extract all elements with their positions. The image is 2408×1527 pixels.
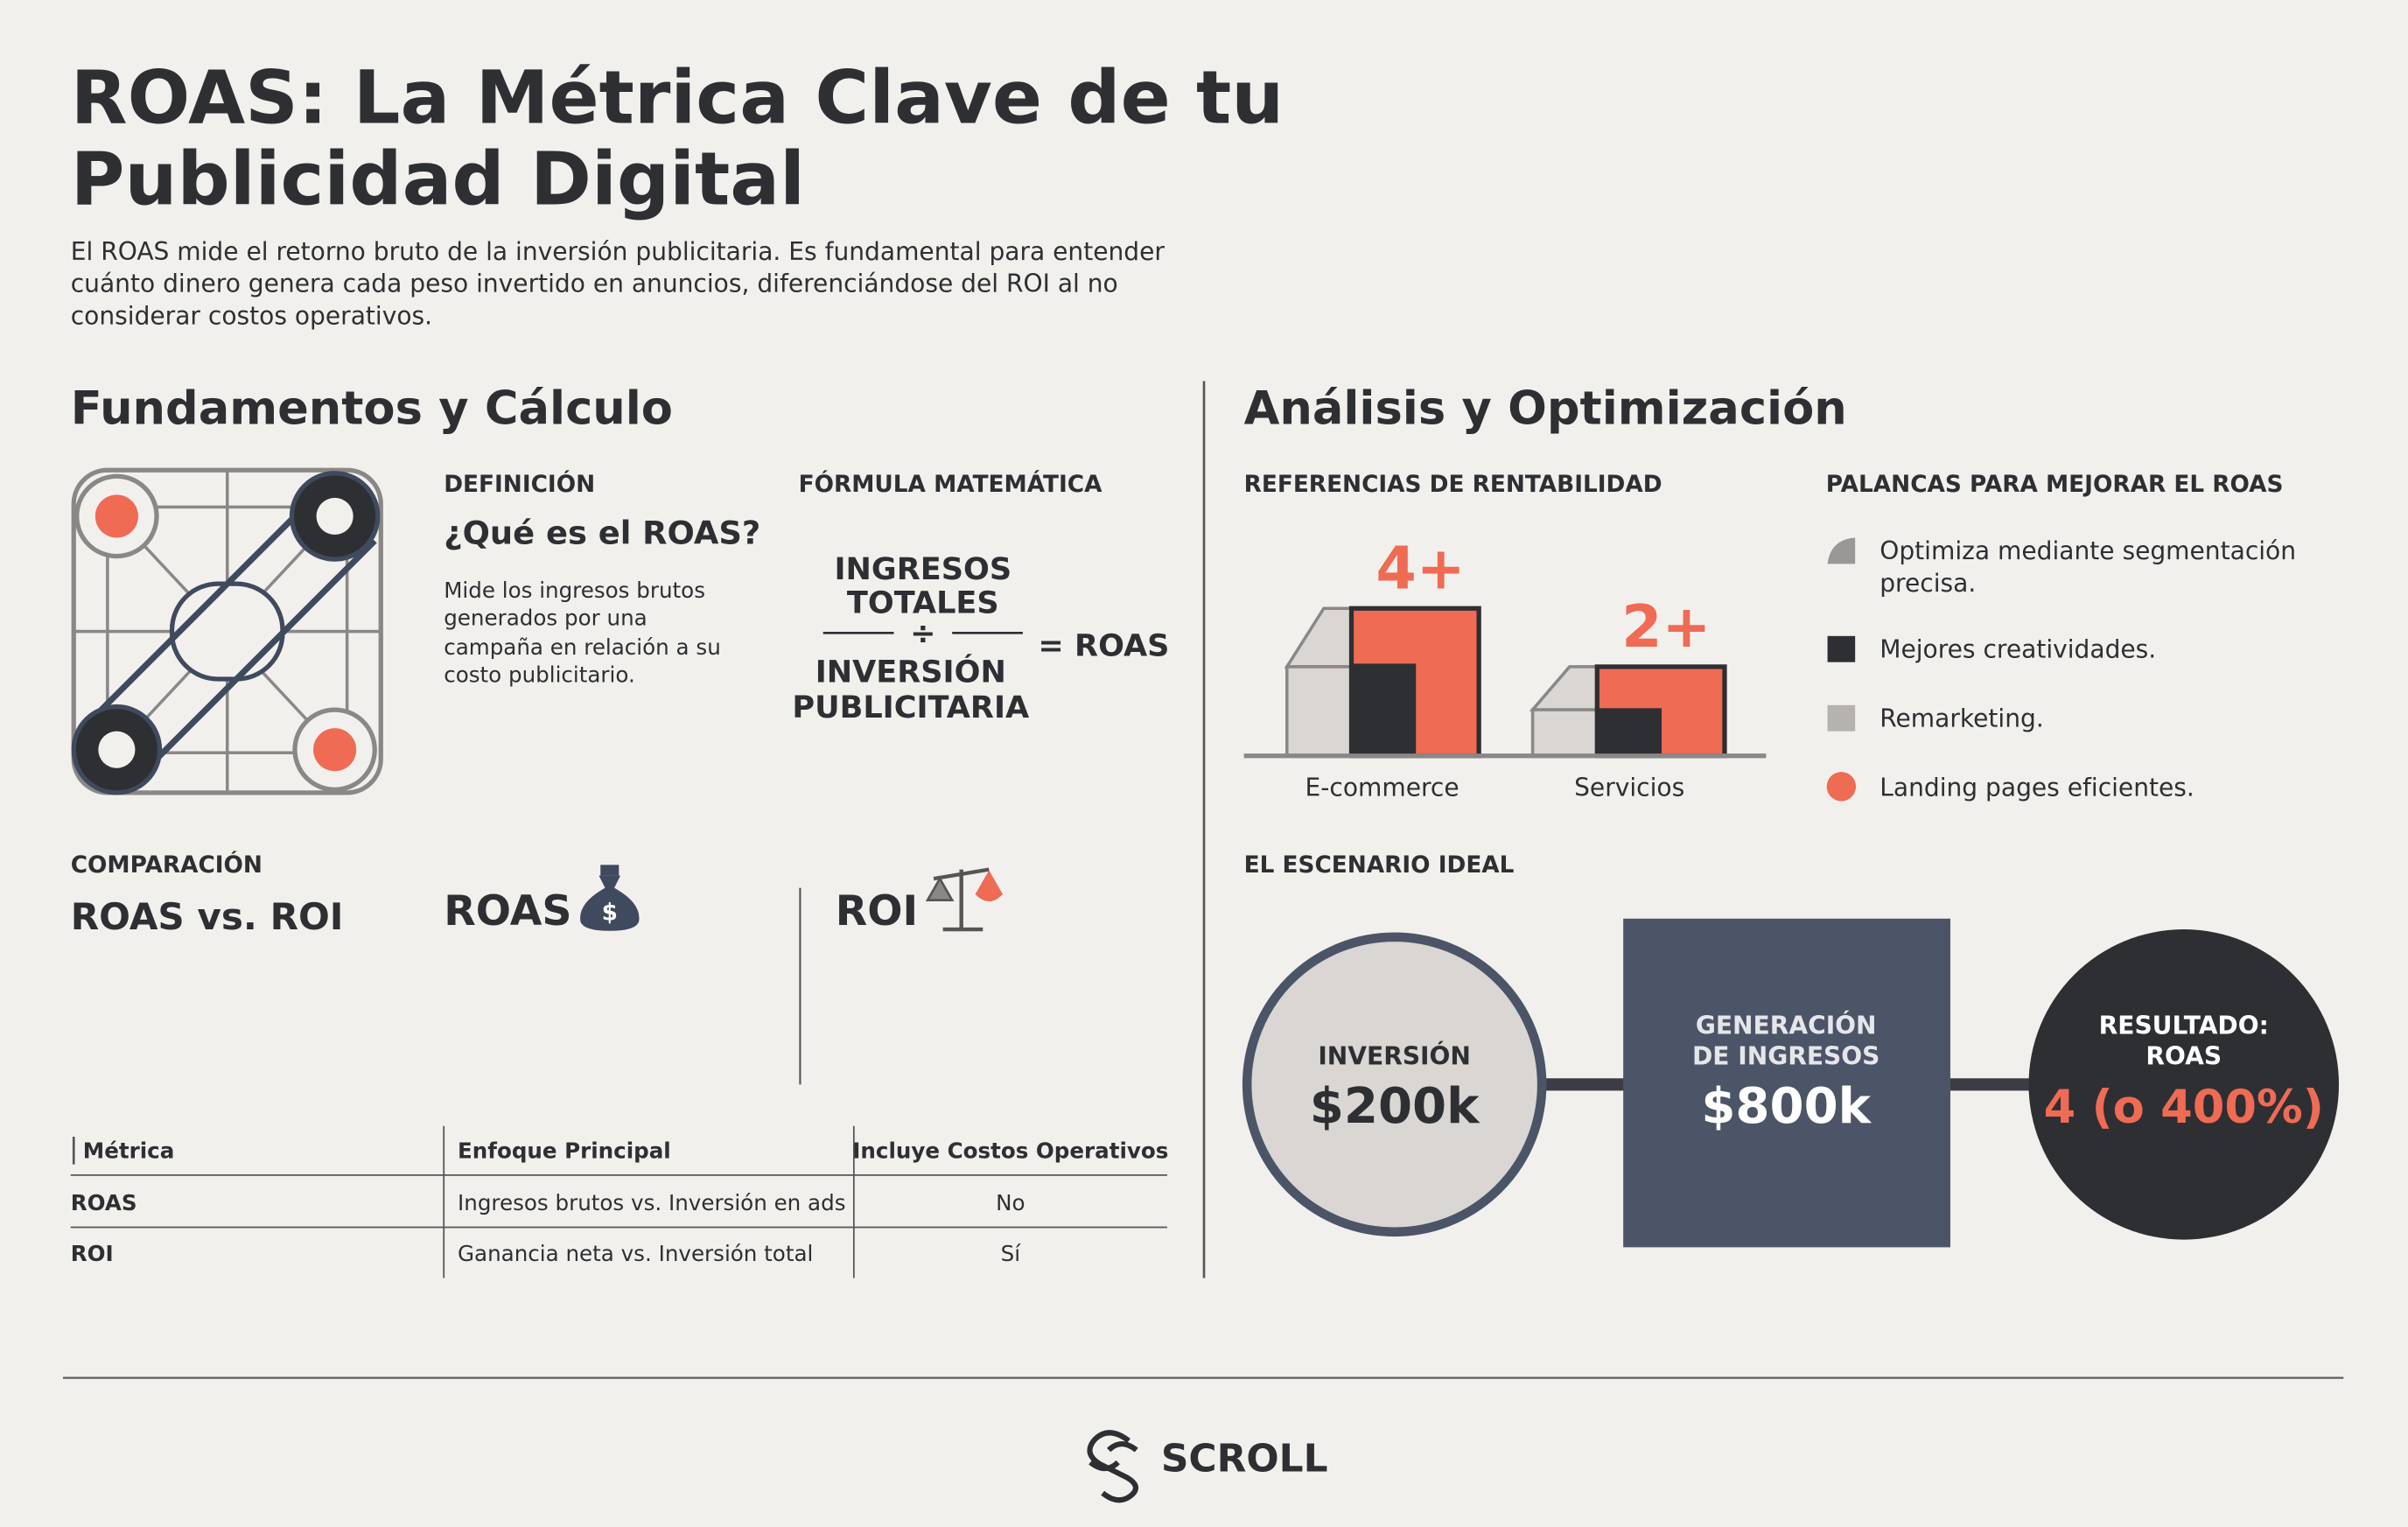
question: ¿Qué es el ROAS? <box>444 515 760 552</box>
table-header: Enfoque Principal <box>458 1138 671 1164</box>
table-cell: ROI <box>71 1241 114 1266</box>
benchmark-graphic <box>1285 665 1354 758</box>
formula-denominator: INVERSIÓN <box>816 653 1006 690</box>
network-icon <box>71 467 383 795</box>
definition-text: generados por una <box>444 606 647 631</box>
lever-text: Landing pages eficientes. <box>1880 773 2194 802</box>
table-cell: Ganancia neta vs. Inversión total <box>458 1241 813 1266</box>
label: REFERENCIAS DE RENTABILIDAD <box>1244 472 1662 498</box>
brand-logo <box>1088 1460 1120 1472</box>
step-label: GENERACIÓN <box>1696 1010 1877 1040</box>
table-lines <box>70 1125 1167 1278</box>
lever-text: precisa. <box>1880 569 1976 598</box>
definition-text: campaña en relación a su <box>444 634 721 660</box>
table-header: Métrica <box>83 1138 175 1164</box>
lever-icon <box>1827 704 1856 732</box>
definition-text: Mide los ingresos brutos <box>444 578 705 603</box>
brand-logo <box>1087 1430 1138 1503</box>
formula-result: = ROAS <box>1038 628 1169 664</box>
comparison-title: ROAS vs. ROI <box>71 895 344 938</box>
definition-text: costo publicitario. <box>444 662 635 687</box>
step-label: ROAS <box>2146 1042 2222 1071</box>
money-bag-icon: $ <box>580 865 640 931</box>
benchmark-graphic <box>1351 663 1417 756</box>
scale-icon <box>925 876 955 902</box>
intro: considerar costos operativos. <box>71 302 432 331</box>
label: EL ESCENARIO IDEAL <box>1244 852 1515 879</box>
network-icon <box>316 497 354 535</box>
comparison-col: ROI <box>836 887 918 935</box>
step-label: DE INGRESOS <box>1692 1042 1880 1071</box>
money-bag-icon: $ <box>602 900 618 927</box>
formula-numerator: TOTALES <box>847 585 999 621</box>
table-cell: No <box>996 1190 1025 1215</box>
formula-denominator: PUBLICITARIA <box>792 690 1029 725</box>
brand-name: SCROLL <box>1161 1437 1328 1481</box>
scenario-flow <box>1242 918 2340 1248</box>
lever-icon <box>1827 537 1856 564</box>
network-icon <box>138 538 377 777</box>
benchmark-name: E-commerce <box>1306 773 1460 802</box>
section-heading: Fundamentos y Cálculo <box>71 382 673 436</box>
label: DEFINICIÓN <box>444 470 595 498</box>
network-icon <box>313 728 357 772</box>
brand-logo <box>1087 1430 1138 1503</box>
lever-icon <box>1827 635 1856 662</box>
benchmark-graphic <box>1597 708 1662 756</box>
brand-logo <box>1107 1440 1138 1453</box>
benchmark-graphic <box>1530 708 1600 758</box>
table-cell: Ingresos brutos vs. Inversión en ads <box>458 1190 845 1215</box>
step-label: INVERSIÓN <box>1318 1041 1471 1071</box>
table-cell: ROAS <box>71 1190 137 1215</box>
formula-operator: ÷ <box>910 616 935 652</box>
lever-text: Optimiza mediante segmentación <box>1880 536 2296 565</box>
network-icon <box>94 494 138 538</box>
label: COMPARACIÓN <box>71 851 262 879</box>
intro: cuánto dinero genera cada peso invertido… <box>71 270 1118 298</box>
scale-icon <box>925 867 1003 932</box>
benchmark-graphic <box>1243 606 1767 759</box>
formula-numerator: INGRESOS <box>835 551 1012 587</box>
table-header: Incluye Costos Operativos <box>852 1138 1168 1164</box>
title: Publicidad Digital <box>71 137 805 222</box>
money-bag-icon <box>600 865 620 876</box>
step-value: $200k <box>1310 1078 1480 1135</box>
scale-icon <box>933 867 990 881</box>
scenario-flow <box>2028 929 2340 1240</box>
scenario-flow <box>1623 918 1950 1248</box>
step-label: RESULTADO: <box>2099 1011 2269 1040</box>
benchmark-value: 2+ <box>1621 592 1711 661</box>
intro: El ROAS mide el retorno bruto de la inve… <box>71 237 1166 266</box>
section-heading: Análisis y Optimización <box>1244 382 1847 436</box>
table-cell: Sí <box>1001 1241 1022 1266</box>
network-icon <box>87 486 326 725</box>
money-bag-icon <box>580 875 640 931</box>
step-value: 4 (o 400%) <box>2044 1081 2324 1134</box>
network-icon <box>169 581 285 682</box>
network-icon <box>98 731 136 768</box>
benchmark-value: 4+ <box>1376 534 1465 602</box>
title: ROAS: La Métrica Clave de tu <box>71 55 1284 141</box>
lever-text: Remarketing. <box>1880 704 2044 732</box>
benchmark-name: Servicios <box>1574 773 1684 802</box>
step-value: $800k <box>1701 1078 1872 1135</box>
label: PALANCAS PARA MEJORAR EL ROAS <box>1826 472 2284 498</box>
lever-icon <box>1826 772 1857 802</box>
scale-icon <box>975 870 1003 902</box>
label: FÓRMULA MATEMÁTICA <box>799 470 1102 498</box>
comparison-col: ROAS <box>444 887 571 935</box>
lever-text: Mejores creatividades. <box>1880 634 2156 663</box>
scenario-flow <box>1242 932 1547 1237</box>
